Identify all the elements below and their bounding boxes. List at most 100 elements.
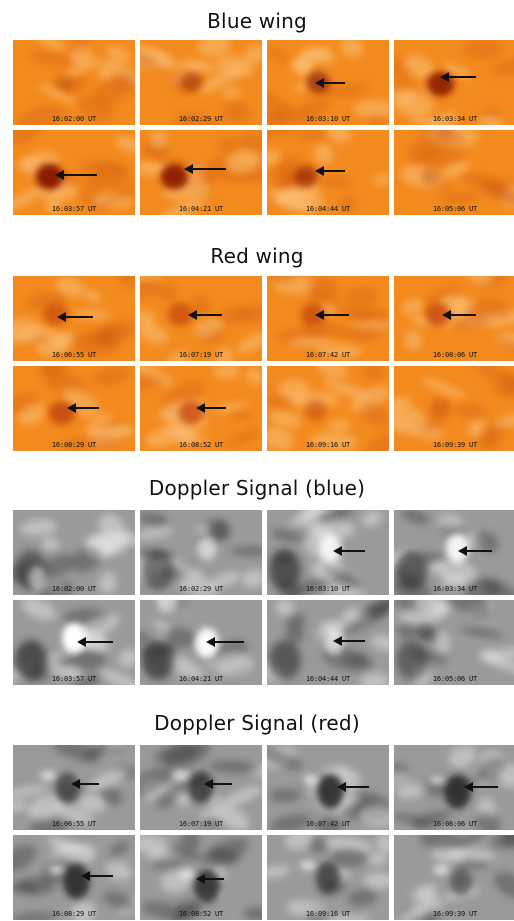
image-panel: 16:03:10 UT — [267, 510, 389, 595]
timestamp-label: 16:08:52 UT — [178, 441, 224, 449]
panel-image — [267, 510, 389, 595]
panel-image — [267, 130, 389, 215]
arrow-icon — [440, 72, 476, 82]
panel-image — [267, 835, 389, 920]
timestamp-label: 16:08:29 UT — [51, 441, 97, 449]
panel-image — [267, 600, 389, 685]
arrow-icon — [71, 779, 99, 789]
image-panel: 16:07:42 UT — [267, 276, 389, 361]
timestamp-label: 16:08:06 UT — [432, 351, 478, 359]
arrow-icon — [196, 403, 226, 413]
image-panel: 16:03:57 UT — [13, 600, 135, 685]
timestamp-label: 16:02:29 UT — [178, 115, 224, 123]
timestamp-label: 16:06:55 UT — [51, 351, 97, 359]
timestamp-label: 16:02:00 UT — [51, 585, 97, 593]
panel-image — [13, 276, 135, 361]
panel-image — [267, 276, 389, 361]
panel-image — [267, 745, 389, 830]
arrow-icon — [442, 310, 476, 320]
panel-image — [13, 510, 135, 595]
timestamp-label: 16:09:16 UT — [305, 441, 351, 449]
image-panel: 16:02:29 UT — [140, 510, 262, 595]
image-panel: 16:09:16 UT — [267, 835, 389, 920]
arrow-icon — [337, 782, 369, 792]
panel-image — [13, 745, 135, 830]
image-panel: 16:06:55 UT — [13, 276, 135, 361]
arrow-icon — [184, 164, 226, 174]
timestamp-label: 16:04:21 UT — [178, 675, 224, 683]
panel-image — [394, 835, 514, 920]
timestamp-label: 16:04:44 UT — [305, 205, 351, 213]
panel-image — [13, 366, 135, 451]
arrow-icon — [57, 312, 93, 322]
arrow-icon — [206, 637, 244, 647]
timestamp-label: 16:08:29 UT — [51, 910, 97, 918]
panel-image — [394, 366, 514, 451]
panel-image — [394, 276, 514, 361]
panel-image — [13, 130, 135, 215]
image-panel: 16:06:55 UT — [13, 745, 135, 830]
image-panel: 16:03:34 UT — [394, 40, 514, 125]
image-panel: 16:08:29 UT — [13, 366, 135, 451]
section-title: Red wing — [210, 244, 304, 268]
panel-image — [140, 276, 262, 361]
timestamp-label: 16:07:19 UT — [178, 351, 224, 359]
arrow-icon — [333, 546, 365, 556]
timestamp-label: 16:09:39 UT — [432, 441, 478, 449]
timestamp-label: 16:04:44 UT — [305, 675, 351, 683]
panel-image — [13, 600, 135, 685]
timestamp-label: 16:08:52 UT — [178, 910, 224, 918]
arrow-icon — [333, 636, 365, 646]
image-panel: 16:04:44 UT — [267, 130, 389, 215]
panel-image — [140, 510, 262, 595]
image-panel: 16:09:39 UT — [394, 366, 514, 451]
timestamp-label: 16:03:10 UT — [305, 585, 351, 593]
timestamp-label: 16:03:10 UT — [305, 115, 351, 123]
panel-image — [394, 40, 514, 125]
image-panel: 16:05:06 UT — [394, 600, 514, 685]
arrow-icon — [67, 403, 99, 413]
arrow-icon — [55, 170, 97, 180]
timestamp-label: 16:04:21 UT — [178, 205, 224, 213]
panel-image — [394, 600, 514, 685]
timestamp-label: 16:03:34 UT — [432, 115, 478, 123]
timestamp-label: 16:09:16 UT — [305, 910, 351, 918]
timestamp-label: 16:05:06 UT — [432, 675, 478, 683]
arrow-icon — [464, 782, 498, 792]
arrow-icon — [196, 874, 224, 884]
image-panel: 16:04:21 UT — [140, 600, 262, 685]
image-panel: 16:07:19 UT — [140, 745, 262, 830]
image-panel: 16:09:39 UT — [394, 835, 514, 920]
image-panel: 16:08:29 UT — [13, 835, 135, 920]
timestamp-label: 16:02:29 UT — [178, 585, 224, 593]
timestamp-label: 16:03:57 UT — [51, 675, 97, 683]
panel-image — [267, 366, 389, 451]
arrow-icon — [315, 78, 345, 88]
panel-grid: 16:06:55 UT 16:07:19 UT 16:07:42 UT — [0, 745, 514, 921]
timestamp-label: 16:09:39 UT — [432, 910, 478, 918]
arrow-icon — [77, 637, 113, 647]
image-panel: 16:04:44 UT — [267, 600, 389, 685]
arrow-icon — [315, 166, 345, 176]
timestamp-label: 16:02:00 UT — [51, 115, 97, 123]
arrow-icon — [81, 871, 113, 881]
image-panel: 16:02:29 UT — [140, 40, 262, 125]
arrow-icon — [188, 310, 222, 320]
image-panel: 16:05:06 UT — [394, 130, 514, 215]
image-panel: 16:02:00 UT — [13, 40, 135, 125]
panel-image — [13, 40, 135, 125]
panel-grid: 16:02:00 UT 16:02:29 UT 16:03:10 UT — [0, 510, 514, 686]
image-panel: 16:03:57 UT — [13, 130, 135, 215]
image-panel: 16:08:06 UT — [394, 745, 514, 830]
image-panel: 16:07:42 UT — [267, 745, 389, 830]
timestamp-label: 16:05:06 UT — [432, 205, 478, 213]
panel-image — [140, 130, 262, 215]
image-panel: 16:07:19 UT — [140, 276, 262, 361]
panel-image — [394, 510, 514, 595]
panel-image — [267, 40, 389, 125]
image-panel: 16:08:06 UT — [394, 276, 514, 361]
panel-image — [140, 835, 262, 920]
panel-image — [13, 835, 135, 920]
arrow-icon — [458, 546, 492, 556]
panel-image — [140, 40, 262, 125]
